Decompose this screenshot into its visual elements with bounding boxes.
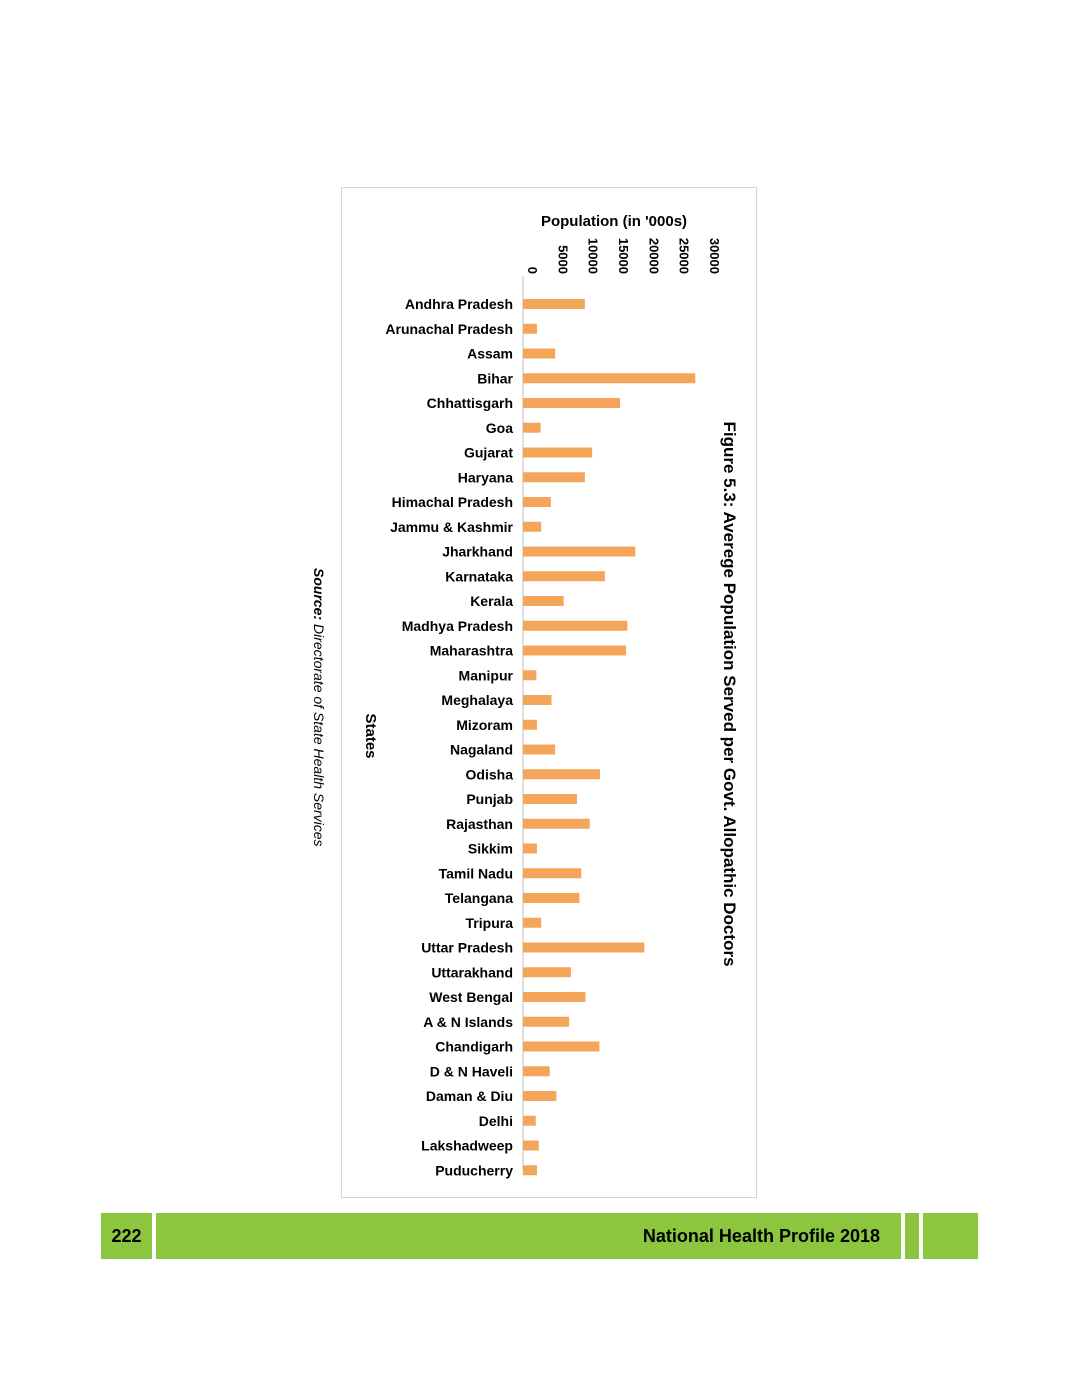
- category-label: Tripura: [466, 915, 514, 931]
- bar-chart: 0 5000 10000 15000 20000 25000 30000 Population…: [362, 213, 739, 1178]
- bar: [523, 942, 645, 953]
- bar: [523, 992, 586, 1002]
- bar: [523, 620, 628, 631]
- bar: [523, 348, 556, 359]
- category-label: Uttar Pradesh: [421, 940, 513, 956]
- category-label: Andhra Pradesh: [405, 296, 513, 312]
- category-label: Sikkim: [468, 841, 513, 857]
- bar: [523, 917, 542, 928]
- category-label: Arunachal Pradesh: [385, 321, 513, 337]
- bar: [523, 645, 627, 656]
- bar: [523, 521, 542, 532]
- page-number: 222: [111, 1226, 142, 1246]
- category-label: Jammu & Kashmir: [390, 519, 513, 535]
- category-label: Madhya Pradesh: [402, 618, 513, 634]
- category-label: Meghalaya: [441, 692, 513, 708]
- bar: [523, 769, 601, 780]
- bar: [523, 546, 636, 557]
- bar: [523, 1115, 536, 1126]
- y-axis-title: Population (in '000s): [541, 213, 687, 230]
- category-label: Delhi: [479, 1113, 513, 1129]
- category-label: Puducherry: [435, 1162, 513, 1178]
- y-tick-label: 15000: [616, 238, 631, 274]
- bar: [523, 818, 590, 829]
- y-tick-label: 20000: [646, 238, 661, 274]
- category-label: Karnataka: [445, 568, 513, 584]
- category-label: Daman & Diu: [426, 1088, 513, 1104]
- category-label: Uttarakhand: [431, 964, 513, 980]
- y-tick-label: 0: [525, 267, 540, 274]
- bar: [523, 1165, 537, 1176]
- category-label: Punjab: [466, 791, 513, 807]
- bar: [523, 1016, 570, 1027]
- footer-title: National Health Profile 2018: [642, 1226, 880, 1246]
- source-note: Source: Directorate of State Health Serv…: [311, 568, 327, 847]
- source-text: Source: Directorate of State Health Serv…: [311, 568, 327, 847]
- bar: [523, 596, 564, 606]
- bar: [523, 323, 537, 334]
- bar: [523, 670, 537, 681]
- category-label: Himachal Pradesh: [392, 494, 513, 510]
- category-label: Assam: [467, 346, 513, 362]
- bar: [523, 719, 537, 730]
- category-label: Mizoram: [456, 717, 513, 733]
- bar: [523, 794, 577, 804]
- source-label: Source:: [311, 568, 327, 620]
- bar: [523, 447, 593, 458]
- category-label: Chhattisgarh: [427, 395, 513, 411]
- bar: [523, 571, 605, 582]
- footer-main-block: [156, 1213, 901, 1259]
- bar: [523, 893, 580, 903]
- category-label: Gujarat: [464, 445, 513, 461]
- category-label: Bihar: [477, 370, 513, 386]
- footer-small-block: [905, 1213, 919, 1259]
- x-axis-title: States: [362, 713, 379, 758]
- category-label: Haryana: [458, 469, 513, 485]
- category-label: Telangana: [445, 890, 513, 906]
- bar: [523, 1066, 550, 1077]
- category-label: Lakshadweep: [421, 1138, 513, 1154]
- footer-end-block: [923, 1213, 978, 1259]
- bar: [523, 1140, 539, 1151]
- category-label: Tamil Nadu: [439, 865, 513, 881]
- bar: [523, 1041, 600, 1052]
- bar: [523, 398, 621, 408]
- bar: [523, 843, 537, 854]
- bar: [523, 868, 582, 879]
- category-label: Odisha: [466, 766, 514, 782]
- category-label: Manipur: [459, 667, 514, 683]
- category-label: A & N Islands: [423, 1014, 513, 1030]
- bar: [523, 299, 585, 309]
- bar: [523, 373, 696, 384]
- bar: [523, 497, 551, 507]
- footer-page-block: [101, 1213, 152, 1259]
- source-value: Directorate of State Health Services: [311, 620, 327, 846]
- y-tick-label: 5000: [555, 245, 570, 274]
- category-label: Nagaland: [450, 742, 513, 758]
- bar: [523, 472, 585, 483]
- category-label: D & N Haveli: [430, 1063, 513, 1079]
- chart-frame: 0 5000 10000 15000 20000 25000 30000 Population…: [341, 187, 757, 1198]
- bar: [523, 695, 552, 705]
- category-label: Chandigarh: [435, 1039, 513, 1055]
- y-tick-label: 10000: [586, 238, 601, 274]
- bar: [523, 422, 541, 433]
- bar: [523, 744, 556, 755]
- category-label: Goa: [486, 420, 513, 436]
- bar: [523, 967, 571, 978]
- page-footer: 222 National Health Profile 2018: [101, 1213, 978, 1259]
- chart-title: Figure 5.3: Averege Population Served pe…: [720, 421, 739, 966]
- y-tick-label: 25000: [677, 238, 692, 274]
- category-label: Maharashtra: [430, 643, 513, 659]
- category-label: Jharkhand: [442, 544, 513, 560]
- y-tick-label: 30000: [707, 238, 722, 274]
- category-label: Rajasthan: [446, 816, 513, 832]
- bar: [523, 1091, 557, 1101]
- category-label: West Bengal: [429, 989, 513, 1005]
- category-label: Kerala: [470, 593, 513, 609]
